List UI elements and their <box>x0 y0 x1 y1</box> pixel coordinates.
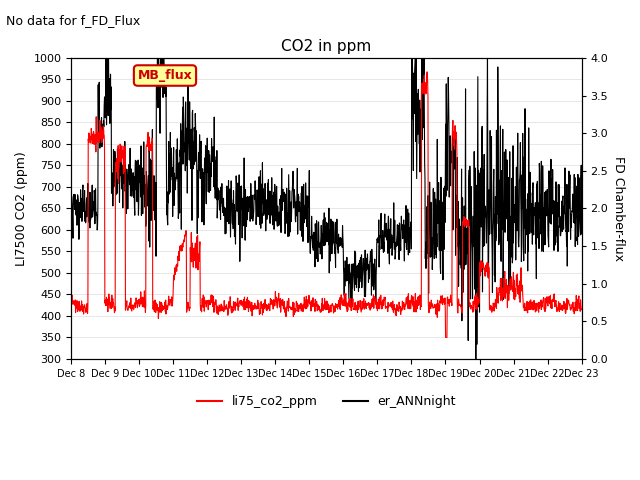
Title: CO2 in ppm: CO2 in ppm <box>282 39 372 54</box>
Y-axis label: FD Chamber-flux: FD Chamber-flux <box>612 156 625 261</box>
Text: MB_flux: MB_flux <box>138 69 193 82</box>
Legend: li75_co2_ppm, er_ANNnight: li75_co2_ppm, er_ANNnight <box>192 390 461 413</box>
Y-axis label: LI7500 CO2 (ppm): LI7500 CO2 (ppm) <box>15 151 28 266</box>
Text: No data for f_FD_Flux: No data for f_FD_Flux <box>6 14 141 27</box>
